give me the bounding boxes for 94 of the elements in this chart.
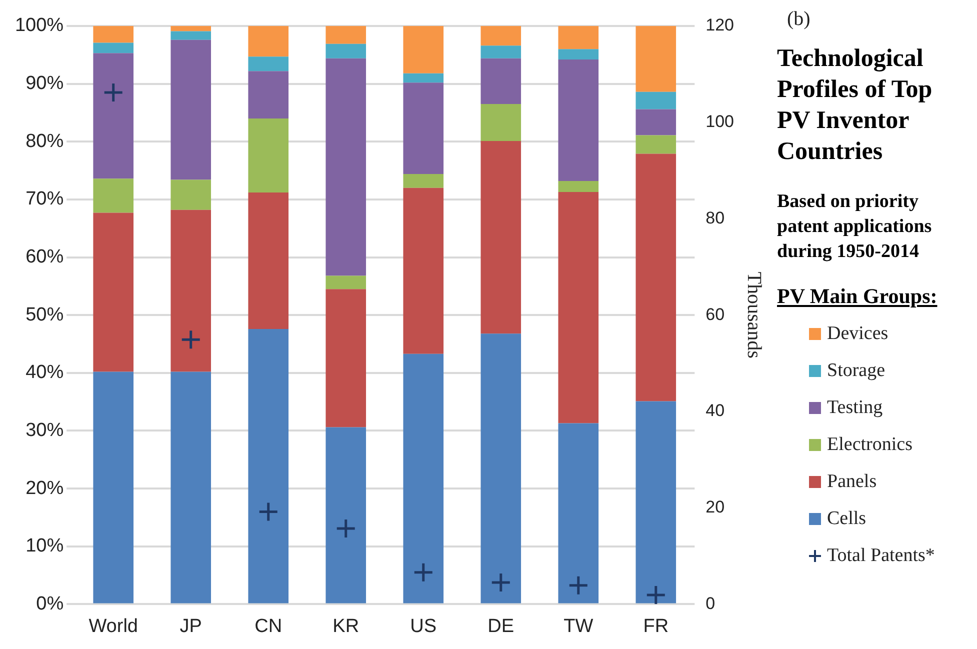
y2-tick-label: 40 [706, 401, 725, 420]
y2-tick-label: 80 [706, 208, 725, 228]
bar [558, 49, 599, 60]
bar [480, 141, 522, 334]
y2-tick-label: 20 [706, 498, 725, 517]
bar [403, 188, 444, 354]
y-tick-label: 80% [26, 130, 64, 152]
bar [248, 56, 289, 72]
bar [170, 26, 212, 32]
bar [636, 401, 676, 604]
bar [558, 60, 599, 181]
bar [558, 192, 599, 424]
bar [170, 372, 212, 604]
bar [248, 328, 289, 604]
y2-axis-title: Thousands [742, 272, 765, 359]
bar [248, 118, 289, 193]
text: Based on priority patent applications during 1950-2014 [777, 190, 933, 264]
x-tick-label: World [88, 616, 138, 637]
y-tick-label: 60% [26, 246, 64, 268]
bar [636, 26, 676, 92]
point [568, 575, 589, 596]
bar [403, 82, 444, 174]
bar [558, 26, 599, 50]
y-tick-label: 100% [14, 15, 64, 36]
point [490, 572, 512, 593]
bar [93, 42, 134, 54]
legend-label: Storage [827, 360, 886, 382]
bar [93, 26, 134, 43]
bar [326, 276, 366, 290]
y-tick-label: 90% [26, 73, 64, 94]
x-tick-label: FR [643, 616, 669, 637]
bar [93, 212, 134, 372]
bar [480, 58, 522, 104]
text: (b) [786, 8, 812, 31]
legend-label: Cells [827, 508, 866, 530]
y-tick-label: 20% [26, 478, 64, 499]
bar [480, 334, 522, 604]
point [413, 562, 434, 583]
legend-label: Panels [827, 470, 877, 492]
point [258, 501, 279, 522]
legend-label: Total Patents* [827, 544, 935, 566]
y-tick-label: 50% [26, 304, 64, 326]
point [103, 82, 124, 103]
bar [480, 46, 522, 58]
bar [248, 26, 289, 57]
bar [170, 40, 212, 180]
bar [248, 71, 289, 119]
bar [403, 354, 444, 604]
x-tick-label: TW [564, 616, 594, 637]
legend-label: Devices [827, 322, 888, 344]
point [646, 584, 666, 604]
bar [326, 44, 366, 58]
bar [93, 372, 134, 604]
x-tick-label: US [410, 616, 437, 637]
bar [403, 174, 444, 188]
bar [326, 289, 366, 428]
bar [326, 26, 366, 44]
point [336, 518, 356, 539]
bar [636, 92, 676, 110]
bar [558, 180, 599, 192]
bar [93, 53, 134, 179]
point [180, 329, 202, 350]
y2-tick-label: 0 [706, 594, 716, 613]
bar [636, 109, 676, 136]
bar [480, 104, 522, 142]
bar [403, 73, 444, 83]
y2-tick-label: 100 [706, 112, 734, 132]
y-tick-label: 40% [26, 362, 64, 384]
bar [326, 58, 366, 276]
y2-tick-label: 60 [706, 304, 725, 324]
bar [170, 180, 212, 210]
x-tick-label: KR [332, 616, 360, 637]
x-tick-label: CN [254, 616, 282, 637]
bar [93, 178, 134, 213]
bar [170, 31, 212, 40]
y-tick-label: 10% [26, 536, 64, 557]
bar [480, 26, 522, 46]
bar [403, 26, 444, 74]
y-tick-label: 0% [36, 593, 64, 614]
bar [170, 210, 212, 372]
x-tick-label: DE [488, 616, 514, 637]
y2-tick-label: 120 [706, 16, 734, 35]
y-tick-label: 30% [26, 420, 64, 441]
bar [636, 154, 676, 402]
text: Technological Profiles of Top PV Inventor Countries [777, 44, 934, 167]
legend-title: PV Main Groups: [777, 284, 938, 309]
x-tick-label: JP [180, 616, 202, 637]
bar [248, 192, 289, 329]
legend-label: Testing [827, 396, 883, 418]
bar [326, 427, 366, 604]
legend-label: Electronics [827, 434, 912, 456]
bar [558, 423, 599, 604]
y-tick-label: 70% [26, 188, 64, 210]
bar [636, 135, 676, 154]
